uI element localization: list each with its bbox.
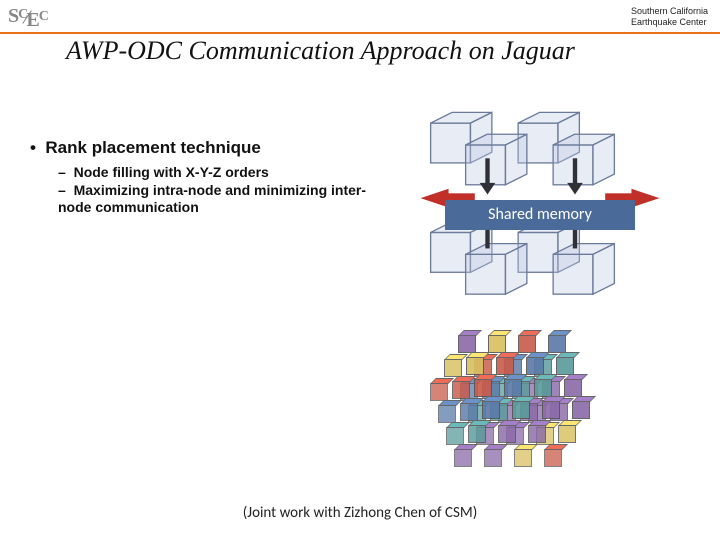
bullet-sub2-text: Maximizing intra-node and minimizing int… [58, 182, 366, 215]
grid-cube [496, 357, 514, 375]
grid-cube [558, 425, 576, 443]
org-name: Southern California Earthquake Center [631, 6, 708, 28]
grid-cube [438, 405, 456, 423]
bullet-main-text: Rank placement technique [45, 138, 260, 157]
grid-cube [528, 425, 546, 443]
grid-cube [460, 403, 478, 421]
slide-title: AWP-ODC Communication Approach on Jaguar [66, 36, 575, 66]
grid-cube [444, 359, 462, 377]
grid-cube [556, 357, 574, 375]
grid-cube [526, 357, 544, 375]
grid-cube [454, 449, 472, 467]
grid-cube [468, 425, 486, 443]
grid-cube [430, 383, 448, 401]
bullet-sub1-text: Node filling with X-Y-Z orders [74, 164, 269, 180]
org-line2: Earthquake Center [631, 17, 708, 28]
grid-cube [514, 449, 532, 467]
grid-cube [466, 357, 484, 375]
grid-cube [484, 449, 502, 467]
grid-cube [548, 335, 566, 353]
grid-cube [446, 427, 464, 445]
grid-cube [504, 379, 522, 397]
grid-cube [458, 335, 476, 353]
header-divider [0, 32, 720, 34]
lower-diagram [430, 335, 670, 485]
grid-cube [482, 401, 500, 419]
footer-credit: (Joint work with Zizhong Chen of CSM) [0, 504, 720, 522]
grid-cube [544, 449, 562, 467]
grid-cube [542, 401, 560, 419]
grid-cube [534, 379, 552, 397]
bullet-main: • Rank placement technique [30, 138, 261, 158]
grid-cube [512, 401, 530, 419]
grid-cube [488, 335, 506, 353]
grid-cube [564, 379, 582, 397]
grid-cube [518, 335, 536, 353]
grid-cube [474, 379, 492, 397]
grid-cube [498, 425, 516, 443]
grid-cube [572, 401, 590, 419]
org-line1: Southern California [631, 6, 708, 17]
shared-memory-box: Shared memory [445, 200, 635, 230]
bullet-sub2: – Maximizing intra-node and minimizing i… [58, 182, 368, 216]
scec-logo: SC/EC [8, 4, 48, 32]
bullet-sub1: – Node filling with X-Y-Z orders [58, 164, 269, 181]
grid-cube [452, 381, 470, 399]
